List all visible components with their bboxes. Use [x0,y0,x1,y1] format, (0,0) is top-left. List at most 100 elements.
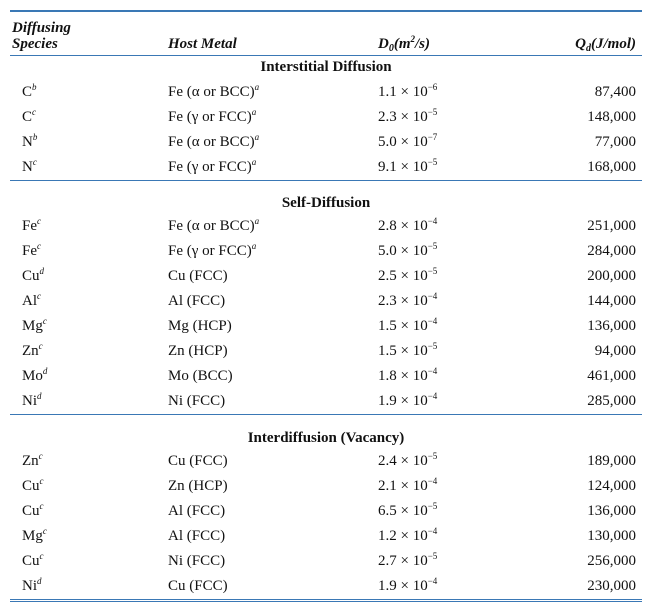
host-metal: Al (FCC) [168,527,226,544]
d0-mantissa: 5.0 × 10 [378,133,428,150]
qd-cell: 461,000 [587,368,636,384]
qd-cell: 130,000 [587,527,636,544]
footnote-mark: c [39,500,44,511]
host-metal: Cu (FCC) [168,452,228,469]
data-row: Nc Fe (γ or FCC)a 9.1 × 10−5 168,000 [10,155,642,181]
host-metal: Fe (γ or FCC) [168,108,252,125]
species-cell: Mgc [10,314,168,339]
d0-cell: 6.5 × 10−5 [378,499,538,524]
footnote-mark: a [251,241,257,251]
host-cell: Fe (α or BCC)a [168,80,378,105]
host-cell: Fe (α or BCC)a [168,130,378,155]
qd-cell: 285,000 [587,393,636,409]
footnote-mark: d [42,366,48,376]
footnote-mark: d [37,575,42,586]
d0-mantissa: 2.3 × 10 [378,293,428,309]
footnote-mark: b [32,131,38,142]
d0-mantissa: 1.1 × 10 [378,83,428,100]
host-metal: Fe (α or BCC) [168,218,255,234]
d0-mantissa: 6.5 × 10 [378,502,428,519]
d0-cell: 2.7 × 10−5 [378,549,538,574]
data-row: Mod Mo (BCC) 1.8 × 10−4 461,000 [10,364,642,389]
section-title: Self-Diffusion [10,179,642,214]
table-container: Diffusing Species Host Metal D0(m2/s) Qd(… [10,10,642,602]
d0-cell: 1.1 × 10−6 [378,80,538,105]
d0-mantissa: 1.9 × 10 [378,577,428,594]
footnote-mark: c [32,156,37,167]
section-row: Interdiffusion (Vacancy) [10,414,642,449]
d0-exponent: −5 [427,500,438,511]
footnote-mark: c [39,475,44,486]
footnote-mark: a [251,156,257,167]
d0-exponent: −4 [427,475,438,486]
table-body: Interstitial Diffusion Cb Fe (α or BCC)a 1.… [10,55,642,602]
species: Mg [22,527,43,544]
host-cell: Fe (α or BCC)a [168,214,378,239]
d0-cell: 1.5 × 10−4 [378,314,538,339]
data-row: Znc Zn (HCP) 1.5 × 10−5 94,000 [10,339,642,364]
d0-mantissa: 2.3 × 10 [378,108,428,125]
species: Cu [22,268,40,284]
host-metal: Zn (HCP) [168,477,228,494]
d0-cell: 1.8 × 10−4 [378,364,538,389]
data-row: Cc Fe (γ or FCC)a 2.3 × 10−5 148,000 [10,105,642,130]
data-row: Nb Fe (α or BCC)a 5.0 × 10−7 77,000 [10,130,642,155]
d0-exponent: −4 [427,391,438,401]
d0-cell: 2.4 × 10−5 [378,449,538,474]
host-metal: Ni (FCC) [168,552,226,569]
species: C [22,83,33,100]
d0-exponent: −6 [427,81,438,92]
d0-mantissa: 2.8 × 10 [378,218,428,234]
d0-cell: 2.3 × 10−5 [378,105,538,130]
d0-mantissa: 9.1 × 10 [378,158,428,175]
footnote-mark: c [37,241,41,251]
data-row: Cb Fe (α or BCC)a 1.1 × 10−6 87,400 [10,80,642,105]
data-row: Alc Al (FCC) 2.3 × 10−4 144,000 [10,289,642,314]
footnote-mark: c [42,525,47,536]
species-cell: Cuc [10,499,168,524]
species-cell: Cuc [10,549,168,574]
host-metal: Mo (BCC) [168,368,233,384]
host-metal: Fe (α or BCC) [168,83,255,100]
host-cell: Al (FCC) [168,524,378,549]
header-host: Host Metal [168,35,237,52]
host-metal: Al (FCC) [168,293,226,309]
qd-cell: 230,000 [538,573,642,602]
d0-cell: 1.9 × 10−4 [378,389,538,415]
species: Ni [22,393,37,409]
d0-mantissa: 5.0 × 10 [378,243,428,259]
d0-exponent: −5 [427,241,438,251]
d0-cell: 9.1 × 10−5 [378,155,538,181]
qd-cell: 124,000 [587,477,636,494]
header-text: Species [12,35,58,52]
species: C [22,108,33,125]
d0-mantissa: 2.4 × 10 [378,452,428,469]
data-row: Nid Ni (FCC) 1.9 × 10−4 285,000 [10,389,642,415]
species-cell: Mgc [10,524,168,549]
host-metal: Zn (HCP) [168,343,228,359]
header-text: D [378,35,389,52]
header-text: (m [393,35,411,52]
d0-cell: 2.8 × 10−4 [378,214,538,239]
footnote-mark: c [42,316,47,326]
host-cell: Cu (FCC) [168,449,378,474]
host-cell: Al (FCC) [168,499,378,524]
footnote-mark: d [37,391,42,401]
d0-exponent: −4 [427,366,438,376]
header-text: Q [575,35,586,52]
section-title: Interdiffusion (Vacancy) [10,414,642,449]
data-row: Cud Cu (FCC) 2.5 × 10−5 200,000 [10,264,642,289]
header-text: Diffusing [12,19,71,36]
footnote-mark: a [254,131,260,142]
host-cell: Cu (FCC) [168,573,378,602]
d0-cell: 1.5 × 10−5 [378,339,538,364]
host-cell: Mg (HCP) [168,314,378,339]
species: Fe [22,243,37,259]
qd-cell: 77,000 [594,133,636,150]
host-cell: Zn (HCP) [168,339,378,364]
footnote-mark: b [32,81,37,92]
data-row: Mgc Al (FCC) 1.2 × 10−4 130,000 [10,524,642,549]
d0-exponent: −4 [427,291,438,301]
footnote-mark: c [32,106,37,117]
d0-mantissa: 2.5 × 10 [378,268,428,284]
